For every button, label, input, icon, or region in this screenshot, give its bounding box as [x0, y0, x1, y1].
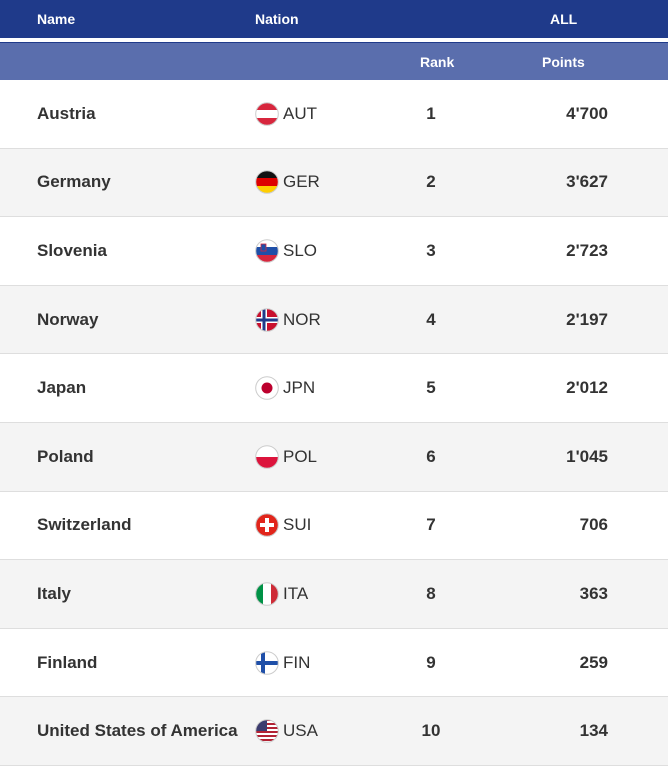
rank: 4 — [426, 309, 436, 329]
column-header: ALL — [550, 11, 578, 27]
flag-icon — [255, 239, 279, 263]
flag-icon — [255, 376, 279, 400]
points: 259 — [579, 652, 608, 672]
points: 2'723 — [566, 240, 608, 260]
table-row: Slovenia SLO 3 2'723 — [0, 217, 668, 286]
points: 4'700 — [566, 103, 608, 123]
rank: 1 — [426, 103, 436, 123]
table-row: Italy ITA 8 363 — [0, 560, 668, 629]
table-row: Poland POL 6 1'045 — [0, 422, 668, 492]
nation-name: Finland — [37, 652, 98, 672]
points: 2'012 — [566, 378, 608, 398]
rank: 3 — [426, 240, 436, 260]
rank: 9 — [426, 652, 436, 672]
nation-name: Germany — [37, 172, 111, 192]
nation-name: Japan — [37, 378, 87, 398]
table-row: United States of America USA 10 134 — [0, 697, 668, 766]
nation-code: JPN — [283, 378, 316, 398]
flag-icon — [255, 444, 279, 469]
nation-name: Austria — [37, 103, 96, 123]
nation-code: SUI — [283, 515, 312, 535]
nation-code: GER — [283, 172, 320, 192]
table-row: Germany GER 2 3'627 — [0, 148, 668, 218]
flag-icon — [255, 513, 279, 538]
table-row: Norway NOR 4 2'197 — [0, 285, 668, 355]
nation-code: USA — [283, 721, 318, 741]
table-row: Switzerland SUI 7 706 — [0, 492, 668, 561]
flag-icon — [255, 101, 279, 126]
points: 706 — [579, 515, 608, 535]
nation-name: Slovenia — [37, 240, 107, 260]
table-row: Japan JPN 5 2'012 — [0, 354, 668, 423]
nation-code: SLO — [283, 240, 318, 260]
nation-name: United States of America — [37, 721, 238, 741]
separator — [0, 38, 668, 43]
nation-code: ITA — [283, 583, 309, 603]
rank: 6 — [426, 446, 436, 466]
rank: 5 — [426, 378, 436, 398]
points: 1'045 — [566, 446, 608, 466]
points: 363 — [579, 583, 608, 603]
flag-icon — [255, 170, 279, 195]
table-row: Austria AUT 1 4'700 — [0, 80, 668, 149]
rank: 7 — [426, 515, 436, 535]
flag-icon — [255, 307, 279, 332]
table-subheader: Rank Points — [0, 43, 668, 80]
nation-name: Switzerland — [37, 515, 132, 535]
table-header: Name Nation ALL — [0, 0, 668, 38]
nation-name: Poland — [37, 446, 94, 466]
points: 134 — [579, 721, 608, 741]
nation-name: Italy — [37, 583, 72, 603]
rank: 10 — [421, 721, 441, 741]
column-header: Points — [542, 53, 585, 70]
points: 2'197 — [566, 309, 608, 329]
nation-code: FIN — [283, 652, 311, 672]
nation-code: AUT — [283, 103, 317, 123]
rank: 2 — [426, 172, 436, 192]
flag-icon — [255, 582, 279, 606]
rank: 8 — [426, 583, 436, 603]
table-row: Finland FIN 9 259 — [0, 629, 668, 698]
column-header: Rank — [420, 53, 455, 70]
column-header: Nation — [255, 11, 299, 27]
nation-code: NOR — [283, 309, 321, 329]
flag-icon — [255, 719, 279, 743]
table-body: Austria AUT 1 4'700 Germany GER 2 3'627 Slovenia… — [0, 80, 668, 766]
points: 3'627 — [566, 172, 608, 192]
flag-icon — [255, 650, 279, 675]
nation-code: POL — [283, 446, 318, 466]
column-header: Name — [37, 11, 76, 27]
nation-name: Norway — [37, 309, 99, 329]
